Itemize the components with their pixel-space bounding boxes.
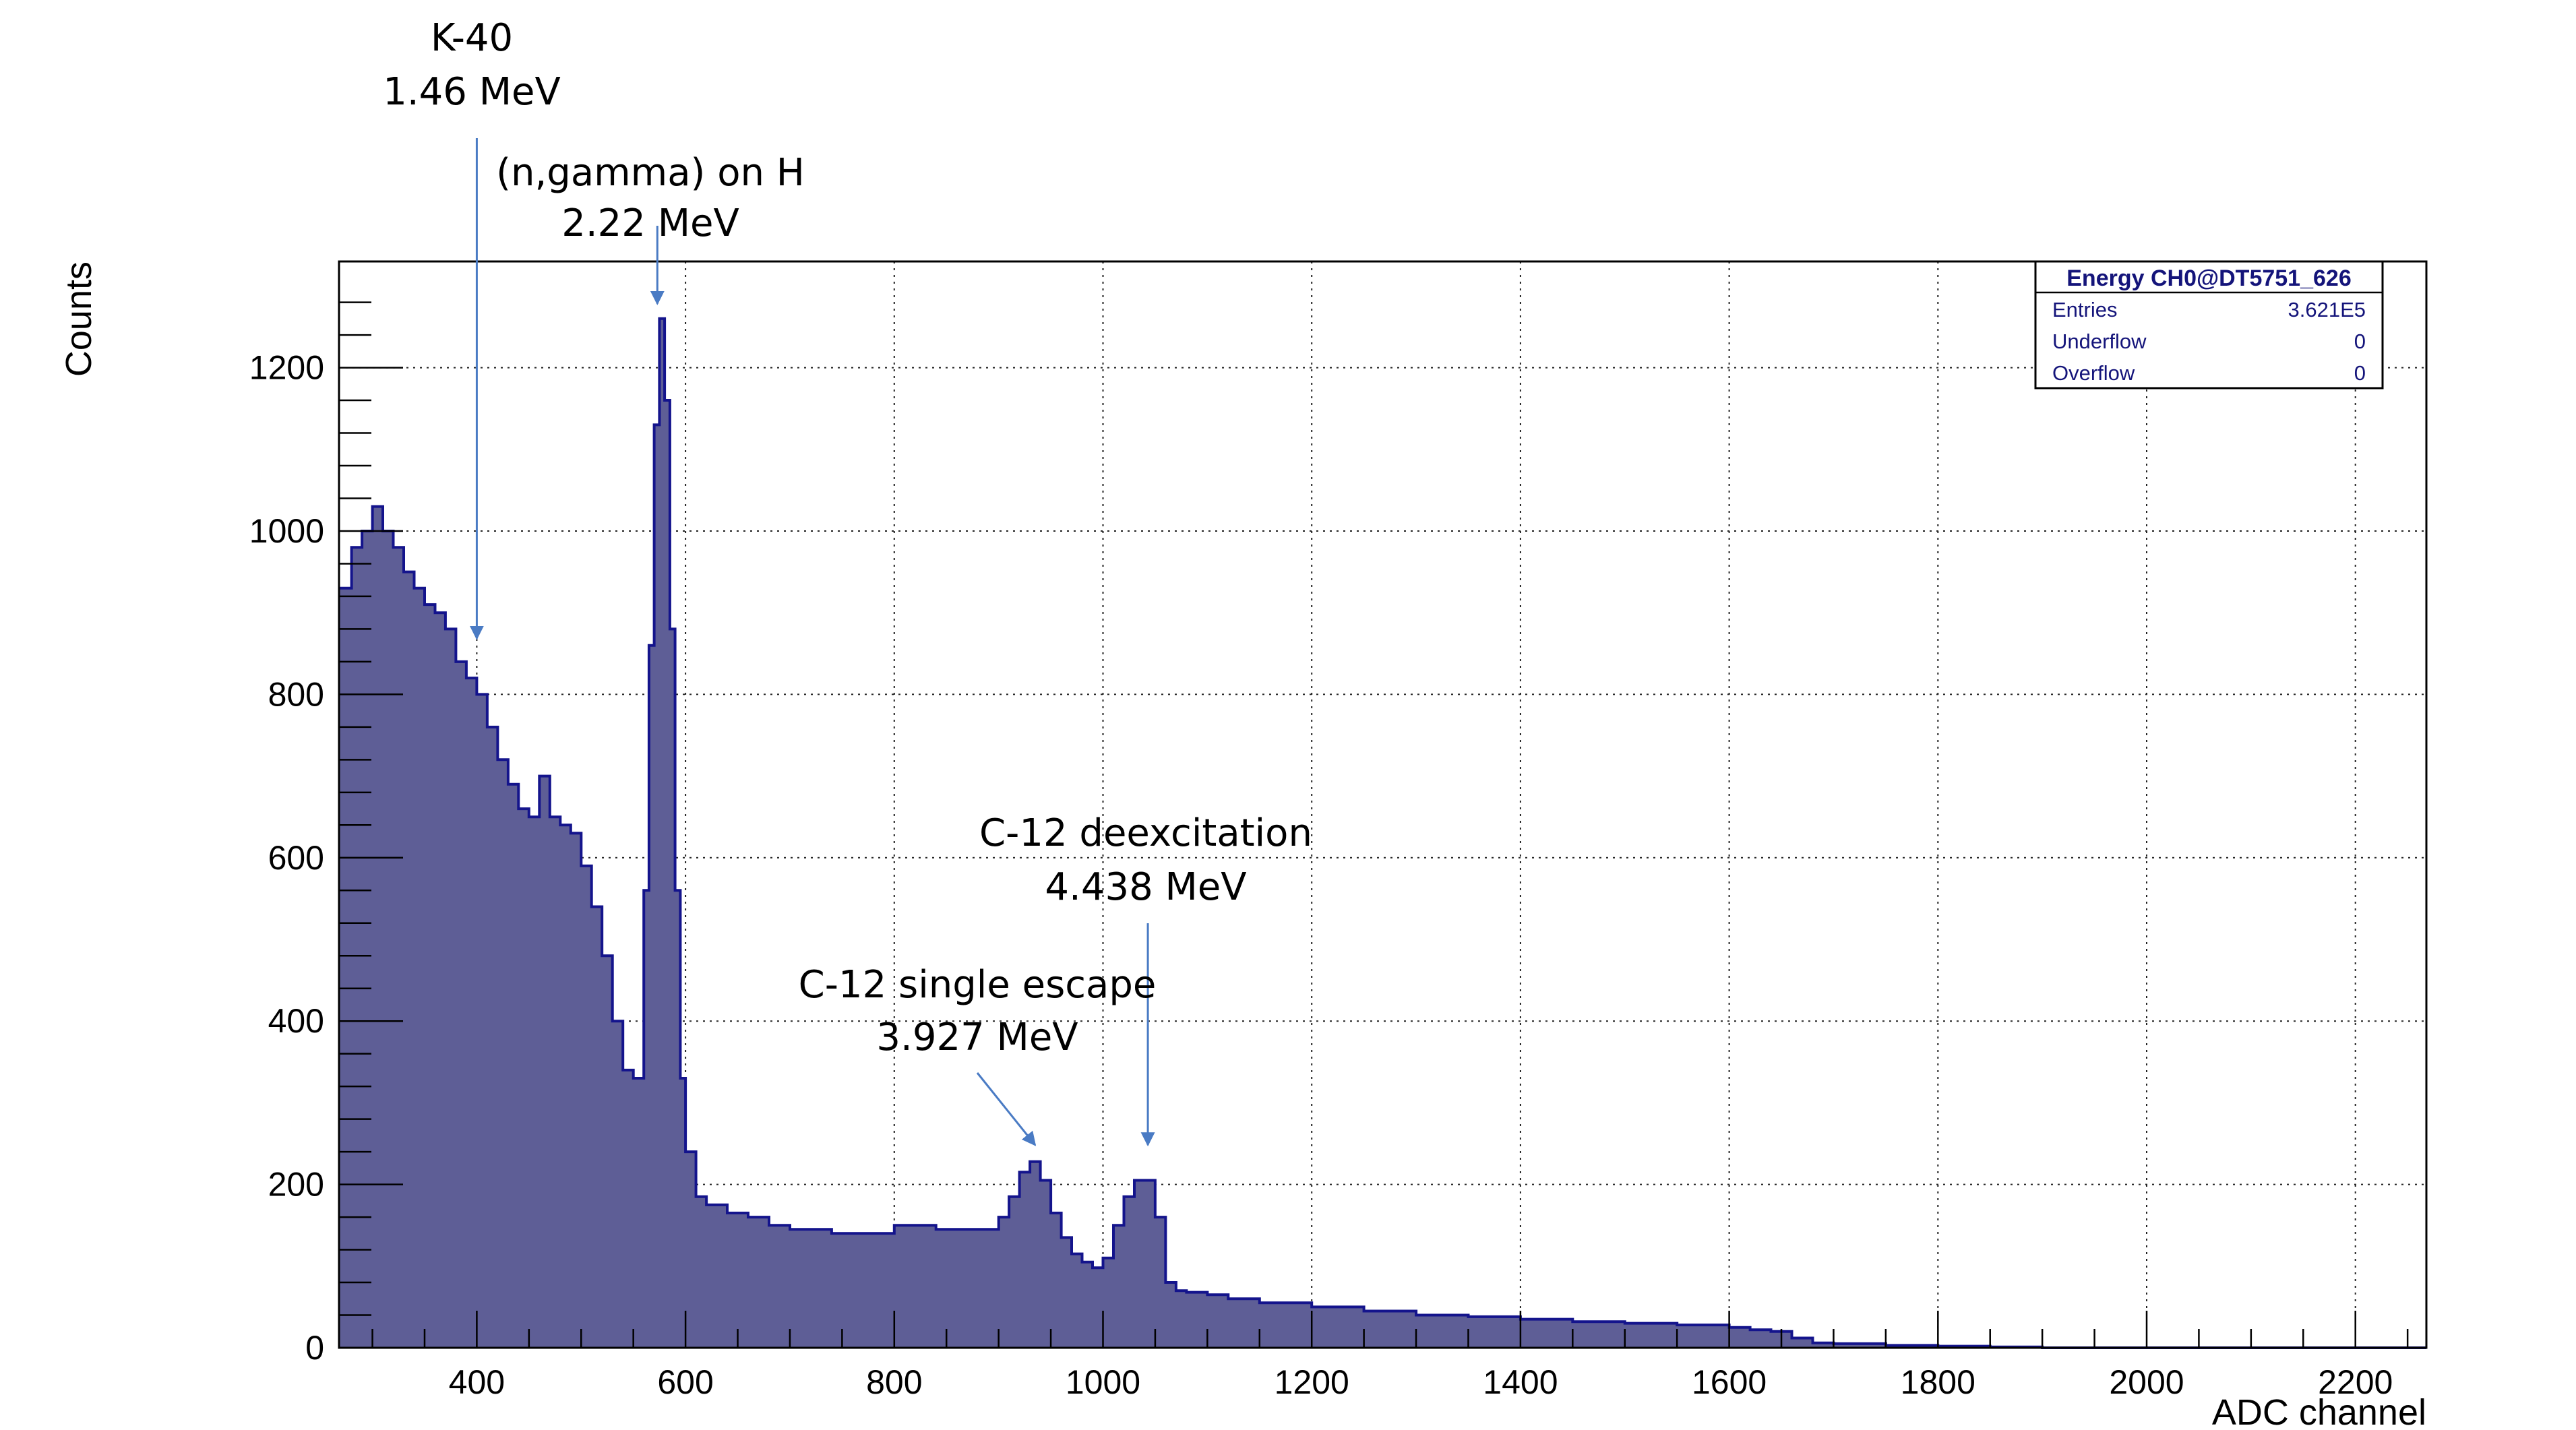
y-axis-label: Counts [59, 261, 99, 377]
annotation-line2: 4.438 MeV [1045, 865, 1246, 909]
stats-row-label: Underflow [2052, 330, 2147, 353]
y-tick-label: 1000 [249, 512, 324, 550]
y-tick-label: 800 [268, 675, 324, 713]
plot-frame [338, 260, 2428, 1349]
stats-row-label: Entries [2052, 298, 2117, 321]
x-tick-label: 2000 [2109, 1363, 2184, 1401]
y-tick-label: 200 [268, 1166, 324, 1204]
stats-box: Energy CH0@DT5751_626 Entries 3.621E5 Under… [2034, 260, 2384, 390]
axis-ticks [339, 301, 2409, 1349]
histogram-outline [339, 317, 2426, 1349]
stats-row-value: 3.621E5 [2288, 298, 2366, 321]
y-tick-label: 400 [268, 1002, 324, 1040]
stats-row-value: 0 [2354, 330, 2366, 353]
x-tick-label: 1400 [1483, 1363, 1558, 1401]
x-tick-label: 800 [866, 1363, 922, 1401]
peak-annotations: K-40 1.46 MeV (n,gamma) on H 2.22 MeV C-12 d… [383, 16, 1312, 1147]
x-tick-label: 1200 [1275, 1363, 1349, 1401]
stats-box-frame [2034, 260, 2384, 390]
annotation-line1: C-12 single escape [799, 963, 1157, 1007]
y-tick-label: 600 [268, 839, 324, 877]
x-tick-label: 600 [657, 1363, 713, 1401]
annotation-line1: K-40 [431, 16, 513, 60]
annotation-line1: C-12 deexcitation [979, 811, 1312, 855]
histogram-fill [339, 318, 2426, 1348]
stats-row-label: Overflow [2052, 361, 2135, 385]
x-tick-label: 2200 [2318, 1363, 2393, 1401]
x-tick-label: 1000 [1066, 1363, 1140, 1401]
x-tick-labels: 400 600 800 1000 1200 1400 1600 1800 2000 2200 [449, 1363, 2393, 1401]
y-tick-labels: 0 200 400 600 800 1000 1200 [249, 349, 324, 1367]
y-tick-label: 1200 [249, 349, 324, 387]
annotation-arrow [976, 1072, 1037, 1146]
annotation-line1: (n,gamma) on H [496, 151, 805, 195]
x-tick-label: 1600 [1692, 1363, 1767, 1401]
annotation-line2: 1.46 MeV [383, 70, 561, 114]
y-tick-label: 0 [305, 1329, 324, 1367]
annotation-line2: 2.22 MeV [561, 201, 739, 245]
stats-row-value: 0 [2354, 361, 2366, 385]
x-tick-label: 400 [449, 1363, 505, 1401]
stats-box-title: Energy CH0@DT5751_626 [2066, 266, 2351, 291]
annotation-line2: 3.927 MeV [876, 1016, 1078, 1059]
x-axis-label: ADC channel [2212, 1392, 2426, 1430]
x-tick-label: 1800 [1901, 1363, 1975, 1401]
